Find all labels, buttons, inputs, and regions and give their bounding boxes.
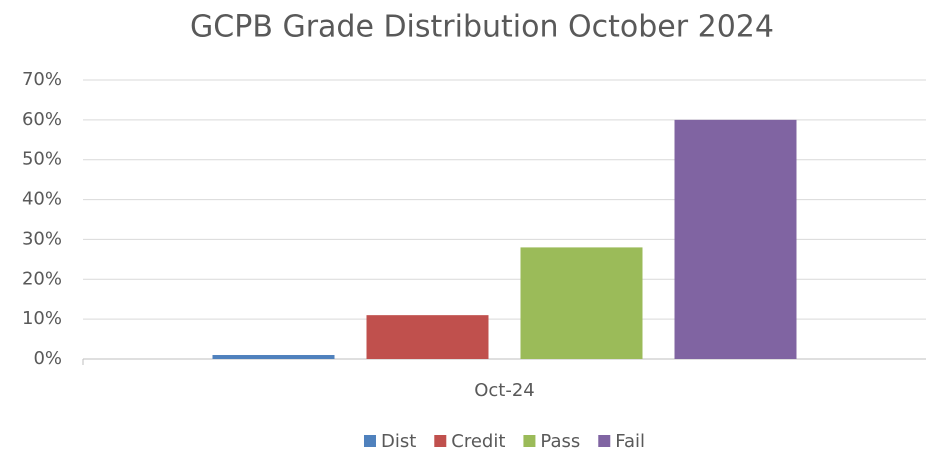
legend-swatch (523, 435, 536, 447)
bar (674, 119, 797, 359)
y-tick-label: 70% (22, 69, 62, 90)
y-tick-label: 60% (22, 109, 62, 130)
legend-swatch (434, 435, 447, 447)
y-tick-label: 50% (22, 149, 62, 170)
y-tick-label: 10% (22, 308, 62, 329)
legend-label: Pass (540, 431, 580, 452)
y-tick-label: 30% (22, 228, 62, 249)
y-tick-label: 20% (22, 268, 62, 289)
legend-label: Dist (381, 431, 416, 452)
y-tick-label: 0% (33, 348, 62, 369)
legend-swatch (363, 435, 376, 447)
legend-label: Credit (451, 431, 505, 452)
y-tick-label: 40% (22, 189, 62, 210)
bar (366, 315, 489, 359)
x-tick-label: Oct-24 (474, 380, 535, 401)
legend-swatch (598, 435, 611, 447)
bar (212, 355, 335, 359)
legend-label: Fail (615, 431, 645, 452)
bar (520, 247, 643, 359)
chart-title: GCPB Grade Distribution October 2024 (190, 10, 774, 45)
